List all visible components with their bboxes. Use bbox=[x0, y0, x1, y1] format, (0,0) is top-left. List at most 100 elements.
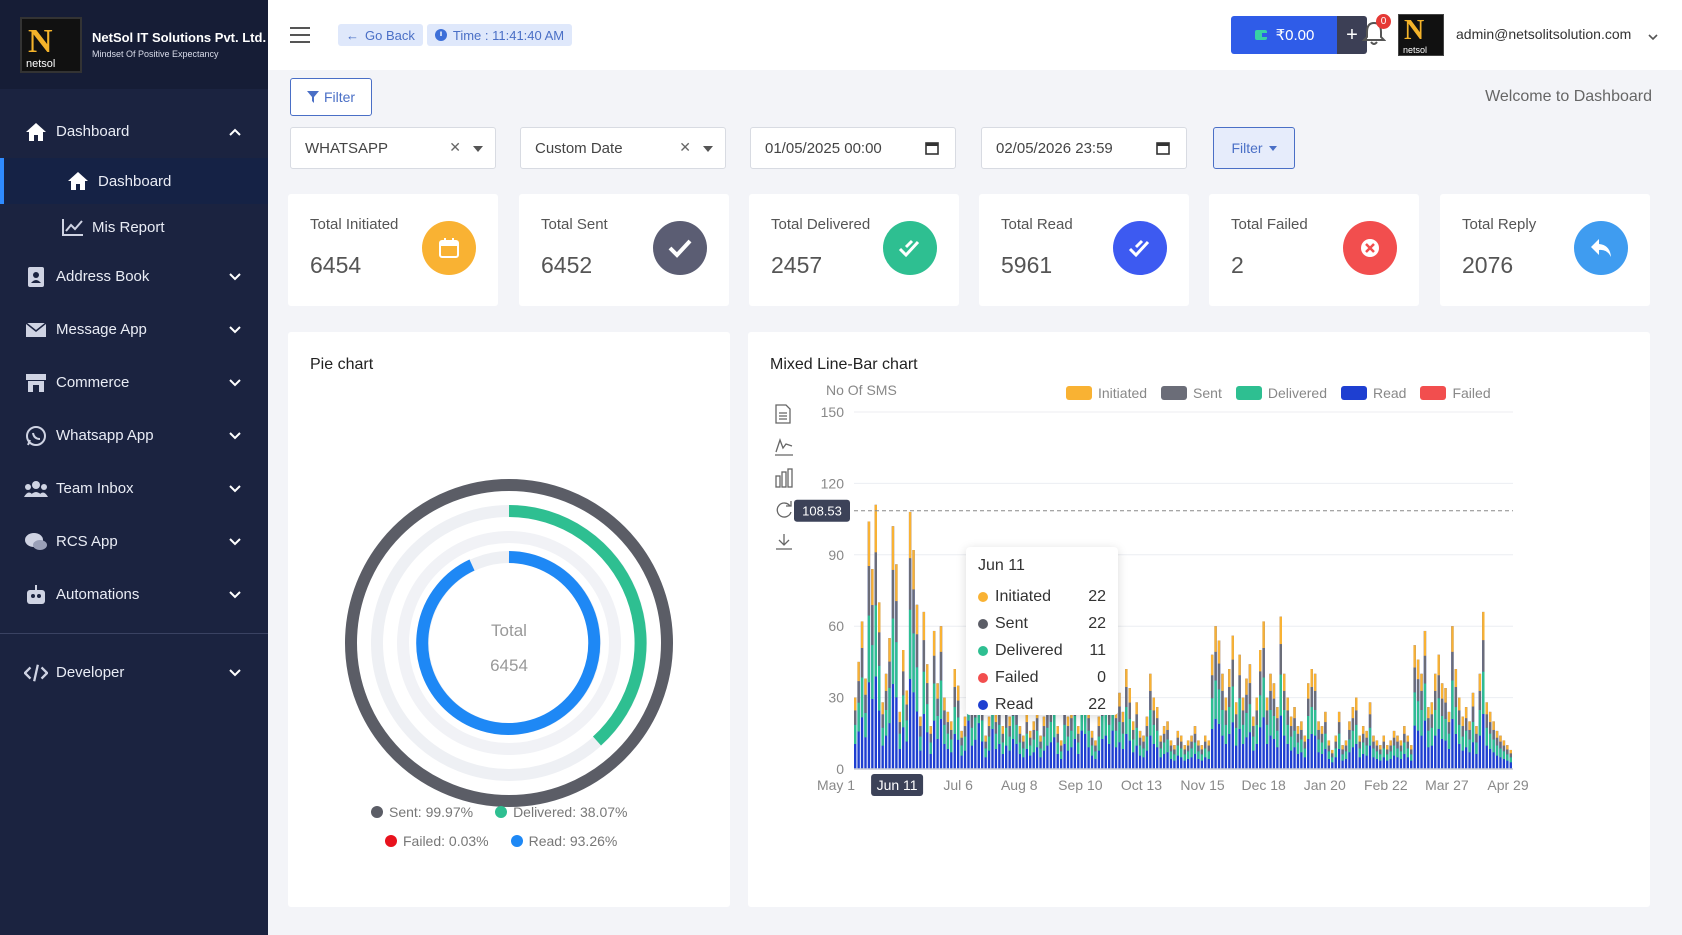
legend-item-read[interactable]: Read bbox=[1341, 385, 1406, 401]
chart-bar bbox=[939, 626, 943, 652]
chevron-down-icon[interactable] bbox=[1648, 28, 1658, 46]
clear-icon[interactable]: ✕ bbox=[679, 139, 691, 155]
chart-bar bbox=[1279, 674, 1282, 716]
sidebar-item-address-book[interactable]: Address Book bbox=[0, 250, 268, 303]
chart-bar bbox=[1039, 741, 1042, 749]
caret-down-icon bbox=[1268, 145, 1277, 151]
tooltip-row: Read 22 bbox=[978, 691, 1106, 718]
legend-item-delivered[interactable]: Delivered: 38.07% bbox=[495, 804, 627, 820]
clear-icon[interactable]: ✕ bbox=[449, 139, 461, 155]
filter-toggle-button[interactable]: Filter bbox=[290, 78, 372, 116]
sidebar-item-rcs-app[interactable]: RCS App bbox=[0, 515, 268, 568]
chart-bar bbox=[1410, 745, 1413, 750]
sidebar-item-dashboard[interactable]: Dashboard bbox=[0, 105, 268, 158]
chart-bar bbox=[1234, 727, 1238, 746]
wallet-balance-button[interactable]: ₹0.00 bbox=[1231, 16, 1337, 54]
chart-bar bbox=[1169, 740, 1173, 746]
chart-bar bbox=[1128, 718, 1131, 741]
calendar-icon[interactable] bbox=[1156, 141, 1170, 159]
date-range-select[interactable]: Custom Date ✕ bbox=[520, 127, 726, 169]
menu-toggle-icon[interactable] bbox=[290, 27, 310, 43]
sidebar-item-message-app[interactable]: Message App bbox=[0, 303, 268, 356]
sidebar-item-team-inbox[interactable]: Team Inbox bbox=[0, 462, 268, 515]
chart-bar bbox=[1348, 739, 1351, 753]
chart-bar bbox=[1403, 742, 1406, 755]
bar-chart-icon[interactable] bbox=[774, 468, 796, 500]
chart-bar bbox=[1337, 722, 1341, 734]
chart-bar bbox=[1121, 722, 1125, 734]
tooltip-row: Delivered 11 bbox=[978, 637, 1106, 664]
chart-bar bbox=[1392, 737, 1396, 746]
sidebar-subitem-mis-report[interactable]: Mis Report bbox=[0, 204, 268, 250]
chart-bar bbox=[1217, 640, 1221, 664]
chevron-down-icon bbox=[228, 270, 242, 284]
chart-bar bbox=[950, 721, 953, 730]
chart-bar bbox=[1396, 735, 1399, 742]
sidebar-item-commerce[interactable]: Commerce bbox=[0, 356, 268, 409]
user-email[interactable]: admin@netsolitsolution.com bbox=[1456, 26, 1632, 42]
chart-bar bbox=[998, 724, 1001, 745]
pie-ring-read[interactable] bbox=[416, 551, 601, 735]
chart-bar bbox=[1032, 721, 1035, 730]
from-date-input[interactable]: 01/05/2025 00:00 bbox=[750, 127, 956, 169]
chart-bar bbox=[1094, 740, 1097, 746]
pie-ring-delivered[interactable] bbox=[508, 505, 647, 746]
chart-bar bbox=[1138, 745, 1142, 756]
legend-item-initiated[interactable]: Initiated bbox=[1066, 385, 1147, 401]
chart-bar bbox=[1382, 741, 1385, 749]
go-back-button[interactable]: ← Go Back bbox=[338, 24, 423, 46]
chart-bar bbox=[1289, 726, 1293, 737]
sidebar-item-whatsapp-app[interactable]: Whatsapp App bbox=[0, 409, 268, 462]
chart-bar bbox=[1066, 716, 1070, 727]
chart-bar bbox=[860, 648, 864, 678]
apply-filter-button[interactable]: Filter bbox=[1213, 127, 1295, 169]
line-chart-icon[interactable] bbox=[774, 436, 796, 468]
chart-bar bbox=[1303, 735, 1307, 742]
chart-bar bbox=[1348, 721, 1351, 730]
notifications-button[interactable]: 0 bbox=[1361, 14, 1391, 48]
calendar-icon[interactable] bbox=[925, 141, 939, 159]
legend-item-delivered[interactable]: Delivered bbox=[1235, 385, 1327, 401]
brand[interactable]: N netsol NetSol IT Solutions Pvt. Ltd. M… bbox=[0, 0, 268, 89]
legend-item-failed[interactable]: Failed bbox=[1420, 385, 1491, 401]
add-funds-button[interactable]: + bbox=[1337, 16, 1367, 54]
chart-bar bbox=[1228, 669, 1231, 688]
chart-bar bbox=[1375, 751, 1379, 759]
chart-bar bbox=[963, 716, 967, 727]
sidebar-divider bbox=[0, 633, 268, 634]
chart-bar bbox=[908, 511, 912, 559]
chart-bar bbox=[891, 526, 895, 570]
to-date-input[interactable]: 02/05/2026 23:59 bbox=[981, 127, 1187, 169]
chart-bar bbox=[1392, 730, 1396, 738]
chart-bar bbox=[905, 704, 908, 721]
restore-icon[interactable] bbox=[774, 500, 796, 532]
chart-bar bbox=[1289, 736, 1293, 751]
chart-bar bbox=[984, 741, 987, 749]
chart-bar bbox=[1200, 745, 1204, 750]
legend-item-sent[interactable]: Sent: 99.97% bbox=[371, 804, 473, 820]
download-icon[interactable] bbox=[774, 532, 796, 564]
chart-bar bbox=[1245, 712, 1248, 738]
chevron-down-icon bbox=[228, 323, 242, 337]
chart-bar bbox=[1300, 739, 1303, 753]
channel-select[interactable]: WHATSAPP ✕ bbox=[290, 127, 496, 169]
avatar[interactable]: N netsol bbox=[1398, 14, 1444, 56]
chart-bar bbox=[915, 604, 919, 635]
chart-bar bbox=[1193, 733, 1197, 743]
legend-item-failed[interactable]: Failed: 0.03% bbox=[385, 833, 489, 849]
chart-bar bbox=[939, 651, 943, 681]
legend-item-read[interactable]: Read: 93.26% bbox=[510, 833, 617, 849]
chart-bar bbox=[1399, 751, 1403, 759]
sidebar-item-developer[interactable]: Developer bbox=[0, 646, 268, 699]
pie-ring-sent[interactable] bbox=[345, 479, 673, 807]
chart-bar bbox=[1238, 654, 1241, 676]
legend-item-sent[interactable]: Sent bbox=[1161, 385, 1222, 401]
chart-bar bbox=[1482, 640, 1485, 672]
chart-bar bbox=[1077, 733, 1080, 743]
data-view-icon[interactable] bbox=[774, 404, 796, 436]
chart-bar bbox=[915, 667, 919, 712]
sidebar-item-automations[interactable]: Automations bbox=[0, 568, 268, 621]
sidebar-subitem-dashboard[interactable]: Dashboard bbox=[0, 158, 268, 204]
chart-bar bbox=[1447, 733, 1451, 750]
chart-bar bbox=[871, 605, 874, 646]
